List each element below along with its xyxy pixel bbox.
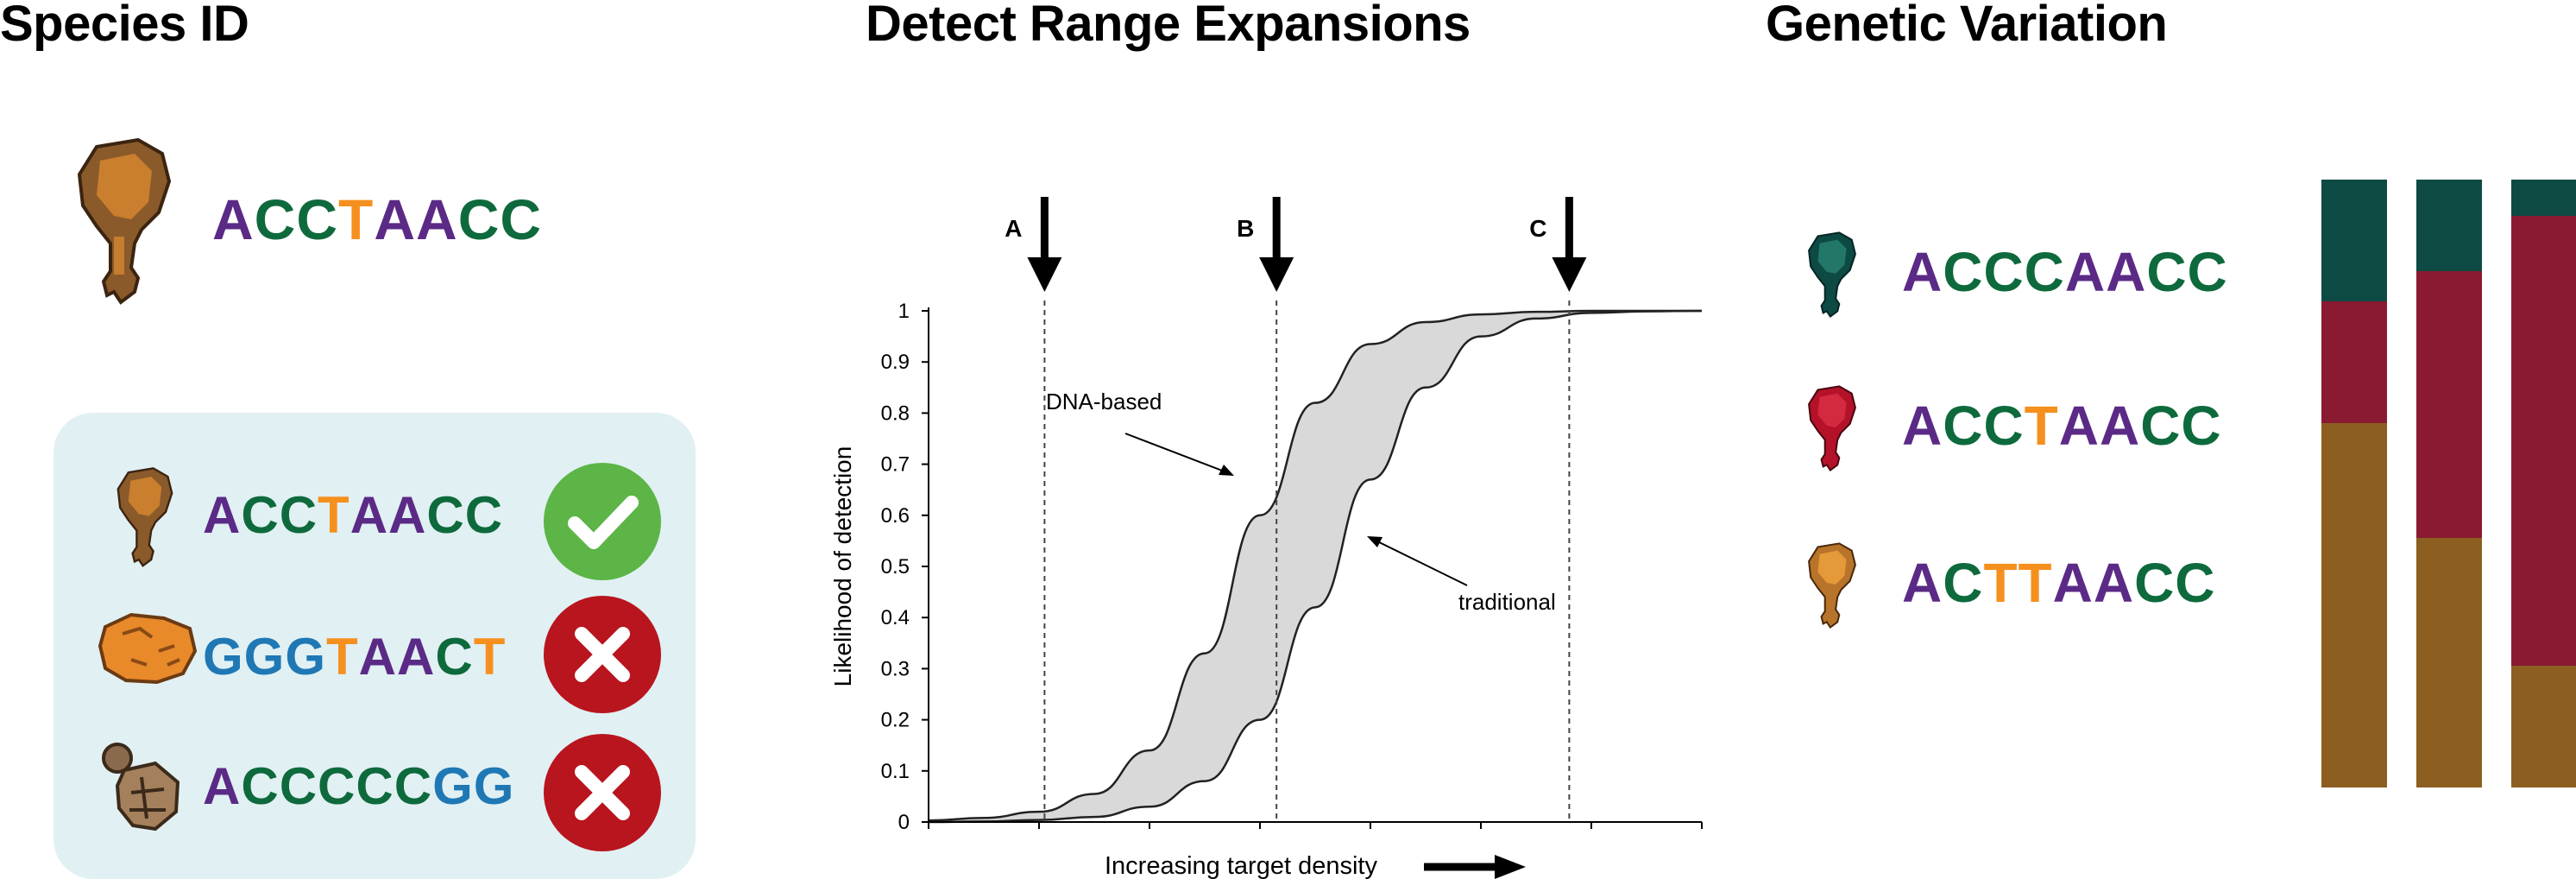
y-tick-label: 0.4 [881,606,910,629]
red-chicken-leg-icon [1808,385,1856,472]
y-axis-label: Likelihood of detection [829,446,856,687]
increasing-arrow-head [1495,855,1526,879]
traditional-pointer-head [1367,536,1382,547]
check-icon [568,496,639,549]
reference-sequence-1: ACCTAACC [203,486,504,544]
y-tick-label: 1 [898,300,910,323]
y-tick-label: 0.7 [881,453,910,477]
match-badge [544,463,661,580]
variant-row-2: ACCTAACC [1805,375,2221,488]
variant-sequence-3: ACTTAACC [1902,552,2216,614]
traditional-curve [928,309,1703,824]
variant-row-3: ACTTAACC [1805,532,2214,645]
orange-chicken-leg-icon [1808,542,1856,629]
marker-arrow-head-b [1259,257,1294,292]
query-sequence: ACCTAACC [212,187,543,251]
frequency-bar-1-brown [2321,422,2387,787]
frequency-bar-2-teal [2416,180,2482,271]
frequency-bar-2-red [2416,270,2482,539]
marker-label-c: C [1529,215,1546,242]
no-match-badge [544,596,661,713]
brown-chicken-leg-icon [77,137,172,305]
teal-chicken-leg-icon [1808,231,1856,319]
cross-icon [575,765,630,820]
frequency-bar-1-red [2321,300,2387,423]
y-tick-label: 0 [898,811,910,834]
marker-arrow-head-a [1027,257,1062,292]
frequency-bar-1-teal [2321,180,2387,301]
marker-arrow-head-c [1552,257,1587,292]
traditional-annotation: traditional [1458,589,1556,615]
y-tick-label: 0.5 [881,555,910,579]
y-tick-label: 0.8 [881,402,910,425]
reference-panel: ACCTAACC GGGTAACT ACCCCCGG [54,413,696,879]
y-tick-label: 0.6 [881,504,910,528]
y-tick-label: 0.9 [881,351,910,374]
variant-row-1: ACCCAACC [1805,221,2227,334]
genetic-variation-title: Genetic Variation [1766,0,2168,52]
frequency-bar-2-brown [2416,538,2482,787]
reference-sequence-2: GGGTAACT [203,628,507,686]
orange-nugget-icon [98,612,198,685]
variant-sequence-1: ACCCAACC [1902,241,2228,303]
dna-based-pointer [1124,433,1230,474]
dna-based-pointer-head [1219,465,1234,476]
y-tick-label: 0.1 [881,760,910,783]
no-match-badge [544,734,661,851]
frequency-bar-3-red [2511,216,2576,667]
reference-sequence-3: ACCCCCGG [203,757,515,815]
variant-sequence-2: ACCTAACC [1902,395,2222,457]
x-axis-label: Increasing target density [1105,852,1377,879]
frequency-bar-3-brown [2511,666,2576,787]
detection-likelihood-chart: 0 0.1 0.2 0.3 0.4 0.5 0.6 0.7 0.8 0.9 1 Likelihood … [829,197,1703,879]
dna-based-annotation: DNA-based [1046,389,1162,414]
marker-label-b: B [1237,215,1254,242]
traditional-pointer [1371,538,1468,586]
range-expansion-title: Detect Range Expansions [866,0,1471,52]
detection-gap-band [929,311,1702,822]
y-tick-label: 0.3 [881,657,910,680]
species-id-title: Species ID [0,0,249,52]
cross-icon [575,627,630,682]
frequency-bar-3-teal [2511,180,2576,217]
y-tick-label: 0.2 [881,709,910,732]
marker-label-a: A [1005,215,1022,242]
brown-shell-icon [102,743,180,832]
brown-chicken-leg-icon [117,467,173,567]
dna-based-curve [928,309,1702,822]
